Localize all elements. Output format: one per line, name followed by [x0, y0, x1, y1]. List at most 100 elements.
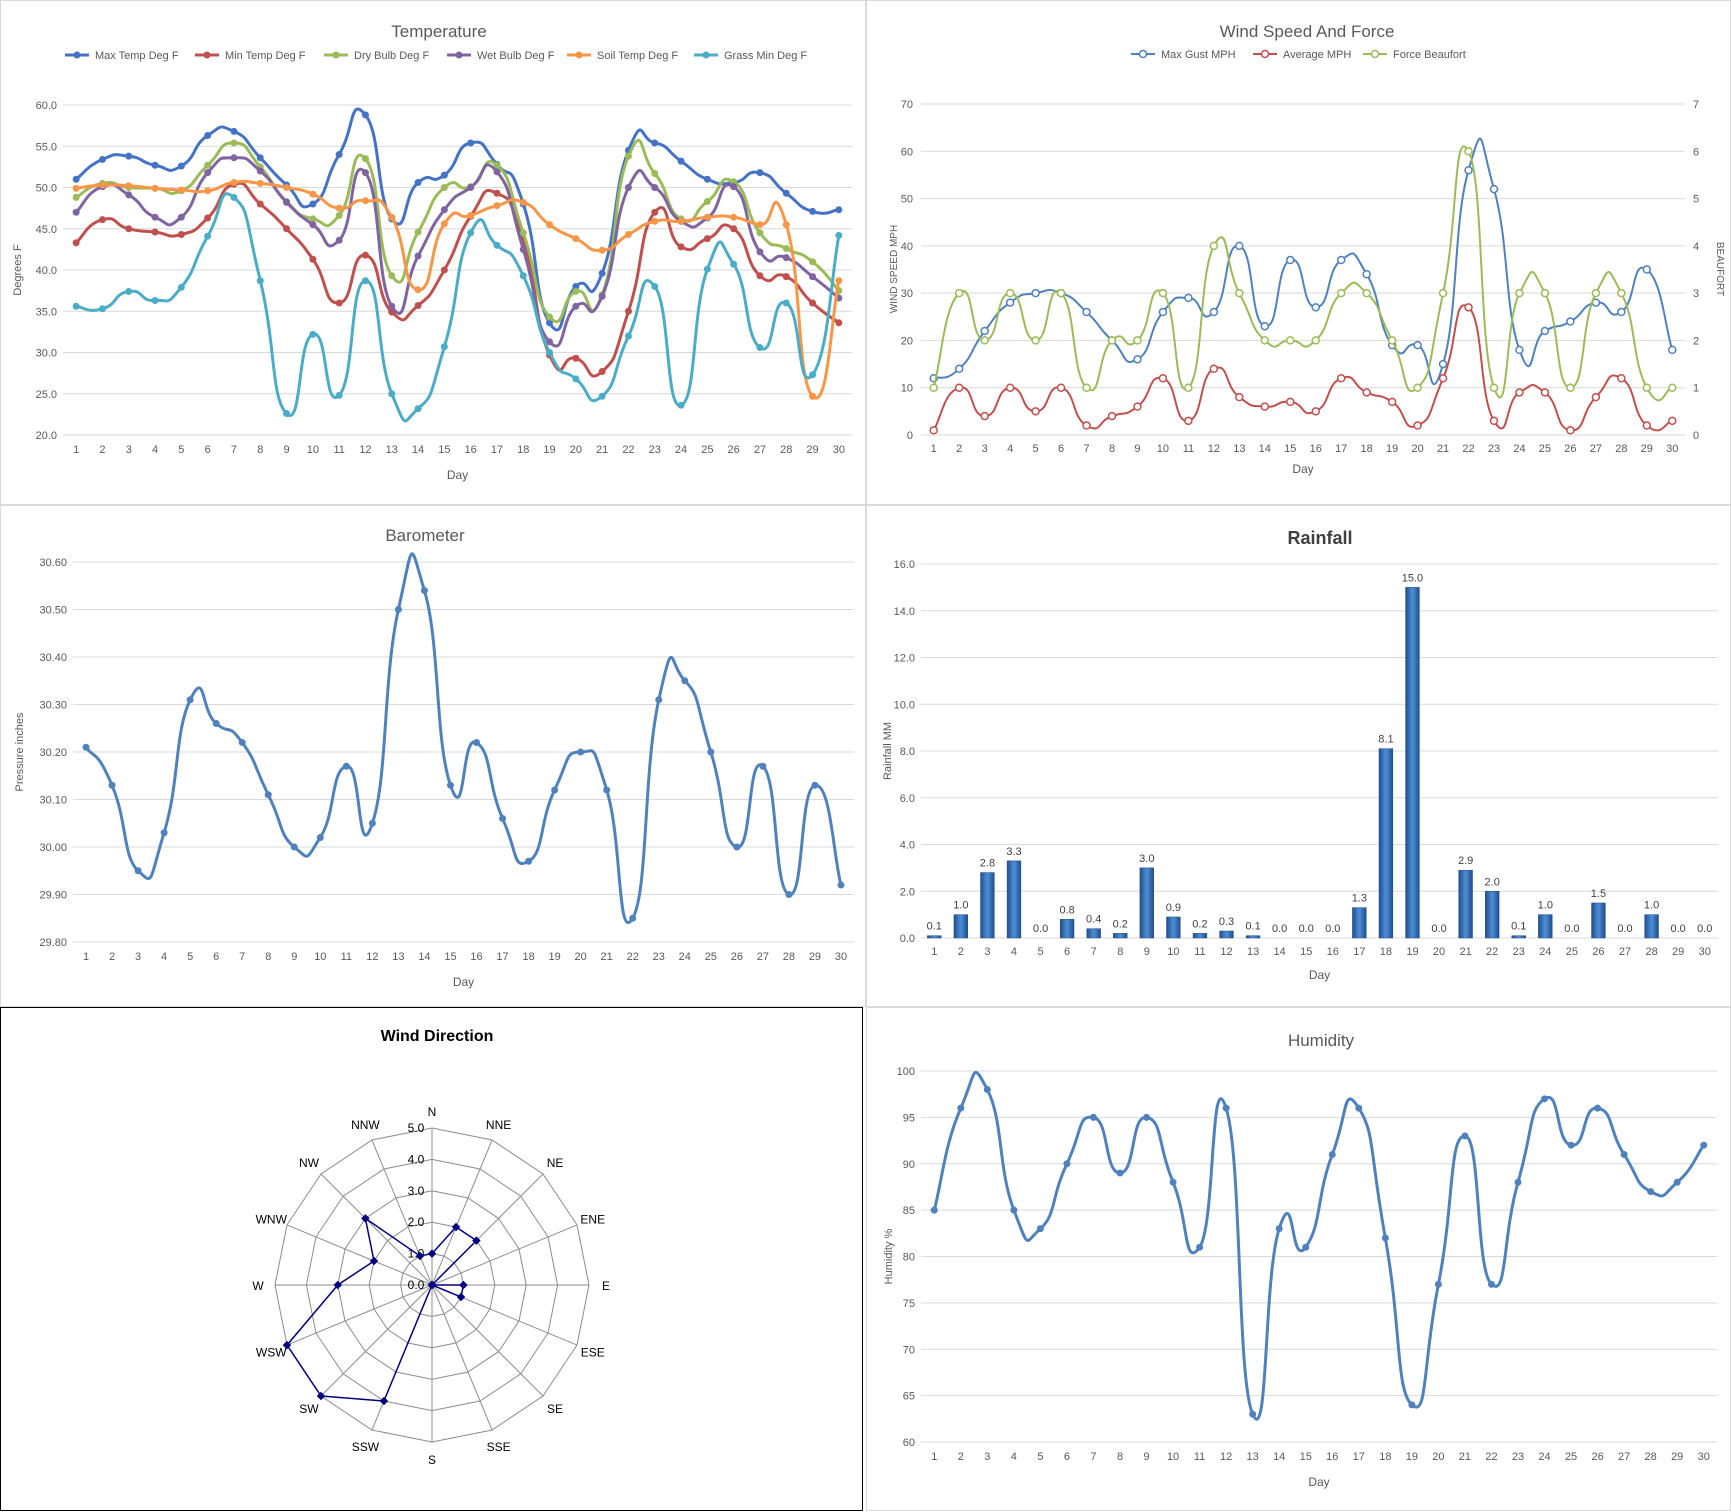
- data-point: [1158, 307, 1168, 317]
- data-point: [546, 319, 554, 327]
- data-point: [983, 1086, 991, 1094]
- data-point: [677, 157, 685, 165]
- data-point: [756, 229, 764, 237]
- data-point: [264, 791, 272, 799]
- data-point: [98, 155, 106, 163]
- y-tick-label: 65: [903, 1391, 915, 1403]
- data-point: [282, 1340, 292, 1350]
- data-point: [177, 231, 185, 239]
- data-point: [1489, 184, 1499, 194]
- data-point: [1184, 293, 1193, 303]
- data-point: [1302, 1243, 1310, 1251]
- legend-marker: [702, 51, 710, 59]
- x-tick-label: 26: [1591, 1451, 1603, 1463]
- category-label: NNW: [351, 1118, 380, 1132]
- x-tick-label: 17: [1335, 443, 1347, 455]
- x-tick-label: 23: [653, 951, 665, 963]
- data-point: [125, 225, 133, 233]
- data-point: [177, 213, 185, 221]
- data-point: [1336, 374, 1346, 383]
- data-point: [256, 154, 264, 162]
- data-point: [1408, 1401, 1416, 1409]
- x-tick-label: 18: [522, 951, 534, 963]
- data-point: [1700, 1141, 1708, 1149]
- x-tick-label: 30: [835, 951, 847, 963]
- data-point: [980, 411, 989, 421]
- data-point: [756, 272, 764, 280]
- data-point: [835, 319, 843, 327]
- data-point: [368, 819, 376, 827]
- data-point: [598, 292, 606, 300]
- data-point: [1594, 1104, 1602, 1112]
- x-tick-label: 3: [135, 951, 141, 963]
- x-tick-label: 4: [1011, 946, 1017, 958]
- data-point: [677, 217, 685, 225]
- chart-title: Wind Direction: [381, 1028, 494, 1045]
- data-point: [440, 206, 448, 214]
- rain-bar: [1405, 587, 1420, 939]
- x-tick-label: 22: [627, 951, 639, 963]
- rainfall-chart-panel: Rainfall 0.0 2.0 4.0 6.0 8.0 10.0 12.0 14.0 16.0 1…: [866, 505, 1731, 1007]
- x-tick-label: 6: [1064, 946, 1070, 958]
- data-point: [256, 277, 264, 285]
- data-point: [204, 132, 212, 140]
- y-tick-label: 85: [903, 1205, 915, 1217]
- legend-label: Max Gust MPH: [1161, 49, 1236, 61]
- data-point: [414, 228, 422, 236]
- data-point: [309, 221, 317, 229]
- data-point: [1143, 1113, 1151, 1121]
- data-point: [1487, 1280, 1495, 1288]
- x-tick-label: 8: [265, 951, 271, 963]
- x-tick-label: 25: [1565, 1451, 1577, 1463]
- x-tick-label: 26: [1592, 946, 1604, 958]
- data-point: [1642, 265, 1652, 274]
- rain-bar: [1352, 907, 1367, 939]
- data-point: [151, 161, 159, 169]
- data-label: 1.3: [1352, 893, 1367, 905]
- data-point: [1540, 326, 1550, 336]
- data-point: [1464, 165, 1473, 175]
- y-tick-label: 70: [901, 99, 913, 111]
- x-tick-label: 6: [205, 444, 211, 456]
- y-axis-label: Degrees F: [12, 244, 24, 296]
- data-point: [361, 197, 369, 205]
- data-point: [1591, 392, 1601, 402]
- data-point: [1235, 241, 1244, 251]
- x-tick-label: 26: [1564, 443, 1576, 455]
- y-tick-label: 6.0: [900, 793, 915, 805]
- x-tick-label: 15: [1300, 1451, 1312, 1463]
- rain-bar: [1245, 935, 1261, 939]
- data-point: [151, 228, 159, 236]
- data-point: [1540, 288, 1550, 298]
- data-point: [98, 181, 106, 189]
- data-point: [1620, 1150, 1628, 1158]
- rain-bar: [1591, 902, 1606, 939]
- data-point: [1328, 1150, 1336, 1158]
- x-tick-label: 5: [187, 951, 193, 963]
- x-tick-label: 22: [1485, 1451, 1497, 1463]
- radar-spoke: [320, 1173, 433, 1286]
- x-tick-label: 11: [1194, 946, 1205, 958]
- x-tick-label: 24: [1513, 443, 1525, 455]
- data-point: [493, 241, 501, 249]
- data-point: [598, 392, 606, 400]
- y-tick-label: 30: [901, 288, 913, 300]
- data-point: [1260, 336, 1270, 345]
- data-point: [309, 255, 317, 263]
- x-tick-label: 30: [1698, 1451, 1710, 1463]
- legend-label: Min Temp Deg F: [225, 50, 306, 62]
- data-point: [204, 232, 212, 240]
- data-point: [414, 252, 422, 260]
- data-point: [809, 258, 817, 266]
- x-tick-label: 21: [1459, 946, 1471, 958]
- data-label: 2.8: [980, 858, 995, 870]
- data-point: [782, 189, 790, 197]
- radial-tick-label: 3.0: [408, 1184, 425, 1198]
- x-axis-label: Day: [1309, 968, 1330, 982]
- data-point: [1642, 383, 1652, 392]
- x-tick-label: 18: [1379, 1451, 1391, 1463]
- x-tick-label: 23: [1512, 1451, 1524, 1463]
- data-point: [1515, 288, 1524, 298]
- data-label: 0.0: [1299, 923, 1314, 935]
- data-point: [1133, 355, 1142, 364]
